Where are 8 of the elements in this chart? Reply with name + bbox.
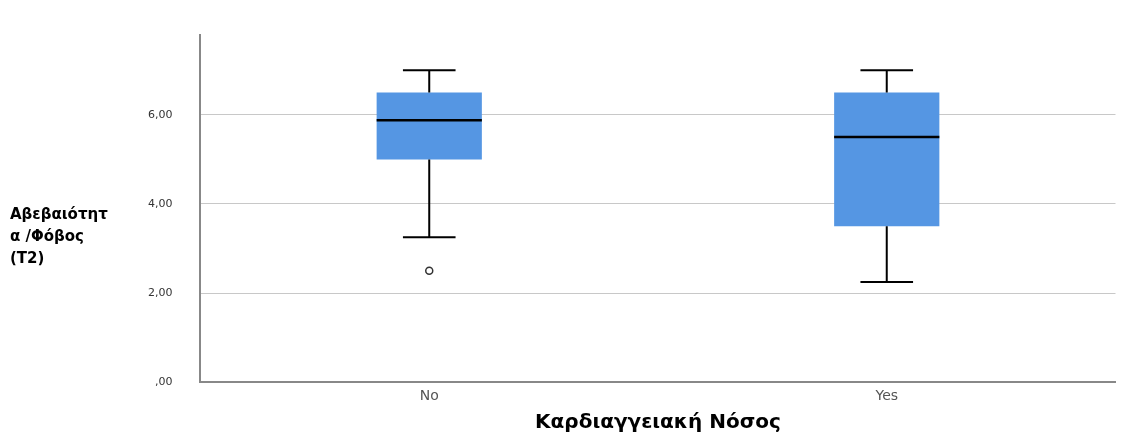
y-axis-title: Αβεβαιότητα /Φόβος (T2) — [10, 204, 109, 269]
y-tick-label: 6,00 — [147, 107, 173, 121]
y-tick-label: ,00 — [154, 375, 173, 389]
y-tick-label: 4,00 — [147, 196, 173, 210]
x-axis-title: Καρδιαγγειακή Νόσος — [535, 409, 781, 434]
x-tick-label: No — [419, 387, 439, 404]
x-tick-label: Yes — [874, 387, 899, 404]
y-tick-label: 2,00 — [147, 285, 173, 299]
